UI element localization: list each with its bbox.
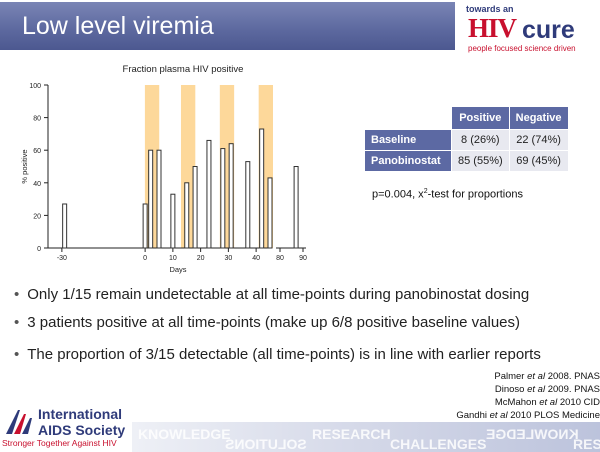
ias-logo: International AIDS Society Stronger Toge… xyxy=(2,404,132,450)
cell-baseline-positive: 8 (26%) xyxy=(451,129,510,151)
reference-source: 2008. PNAS xyxy=(545,371,600,382)
strip-word: KNOWLEDGE xyxy=(486,426,579,442)
chart-title: Fraction plasma HIV positive xyxy=(123,64,244,75)
reference-etal: et al xyxy=(489,410,508,421)
reference-item: Palmer et al 2008. PNAS xyxy=(456,370,600,383)
strip-word: RESEARCH xyxy=(312,426,391,442)
data-bar xyxy=(192,166,198,249)
x-tick-label: 20 xyxy=(197,255,205,262)
y-tick-label: 20 xyxy=(33,213,41,220)
ias-mark-icon xyxy=(6,410,32,434)
ias-tagline: Stronger Together Against HIV xyxy=(2,438,117,448)
data-bar xyxy=(220,148,226,249)
cell-panobinostat-positive: 85 (55%) xyxy=(451,150,510,172)
bullet-dot-icon: • xyxy=(14,346,20,363)
reference-author: McMahon xyxy=(494,397,540,408)
row-label-panobinostat: Panobinostat xyxy=(364,150,452,172)
bullet-text: 3 patients positive at all time-points (… xyxy=(27,314,521,331)
table-corner xyxy=(364,106,452,130)
x-tick-label: 0 xyxy=(143,255,147,262)
reference-source: 2010 CID xyxy=(557,397,600,408)
data-bar xyxy=(62,203,68,249)
ias-name-line1: International xyxy=(38,406,123,422)
x-tick-label: 10 xyxy=(169,255,177,262)
data-bar xyxy=(228,143,234,249)
data-bar xyxy=(170,193,176,249)
table-header-row: Positive Negative xyxy=(364,106,569,130)
x-tick-label: -30 xyxy=(57,255,67,262)
column-header-positive: Positive xyxy=(451,106,510,130)
cell-baseline-negative: 22 (74%) xyxy=(508,129,569,151)
table-row: Panobinostat 85 (55%) 69 (45%) xyxy=(364,150,569,172)
reference-author: Gandhi xyxy=(456,410,490,421)
data-bar xyxy=(148,149,154,249)
x-tick-label: 80 xyxy=(276,255,284,262)
y-axis-label: % positive xyxy=(20,149,29,183)
reference-source: 2009. PNAS xyxy=(545,384,600,395)
x-tick-label: 40 xyxy=(252,255,260,262)
towards-hiv-cure-logo: towards an HIV cure people focused scien… xyxy=(466,4,594,54)
x-tick-label: 30 xyxy=(224,255,232,262)
logo-hiv-text: HIV xyxy=(468,13,517,43)
fraction-positive-chart: Fraction plasma HIV positive020406080100… xyxy=(20,64,307,274)
y-tick-label: 40 xyxy=(33,181,41,188)
logo-cure-text: cure xyxy=(522,16,575,44)
y-tick-label: 60 xyxy=(33,148,41,155)
reference-item: Gandhi et al 2010 PLOS Medicine xyxy=(456,409,600,422)
proportions-table: Positive Negative Baseline 8 (26%) 22 (7… xyxy=(364,106,569,172)
strip-word: KNOWLEDGE xyxy=(138,426,231,442)
cell-panobinostat-negative: 69 (45%) xyxy=(508,150,569,172)
reference-item: McMahon et al 2010 CID xyxy=(456,396,600,409)
x-tick-label: 90 xyxy=(299,255,307,262)
chi-square-superscript: 2 xyxy=(423,188,428,195)
table-row: Baseline 8 (26%) 22 (74%) xyxy=(364,129,569,151)
row-label-baseline: Baseline xyxy=(364,129,452,151)
data-bar xyxy=(267,177,273,249)
strip-word: CHALLENGES xyxy=(390,436,487,452)
footer-word-strip: KNOWLEDGE SOLUTIONS RESEARCH CHALLENGES KNOW… xyxy=(132,422,600,452)
reference-author: Dinoso xyxy=(494,384,528,395)
y-tick-label: 80 xyxy=(33,116,41,123)
bullet-text: Only 1/15 remain undetectable at all tim… xyxy=(27,286,530,303)
y-tick-label: 100 xyxy=(29,83,41,90)
bullet-item: • The proportion of 3/15 detectable (all … xyxy=(14,346,541,363)
reference-author: Palmer xyxy=(494,371,528,382)
reference-etal: et al xyxy=(527,384,546,395)
data-bar xyxy=(142,203,148,249)
column-header-negative: Negative xyxy=(508,106,569,130)
strip-word: RESEARCH xyxy=(573,436,600,452)
reference-item: Dinoso et al 2009. PNAS xyxy=(456,383,600,396)
bullet-item: • Only 1/15 remain undetectable at all ti… xyxy=(14,286,529,303)
slide-header: Low level viremia towards an HIV cure pe… xyxy=(0,0,600,56)
p-value-suffix: -test for proportions xyxy=(427,188,523,201)
logo-tagline: people focused science driven xyxy=(468,44,576,53)
x-axis-label: Days xyxy=(169,265,186,274)
ias-name-line2: AIDS Society xyxy=(38,422,126,438)
bullet-item: • 3 patients positive at all time-points … xyxy=(14,314,520,331)
data-bar xyxy=(206,139,212,249)
references: Palmer et al 2008. PNAS Dinoso et al 200… xyxy=(456,370,600,422)
data-bar xyxy=(245,161,251,249)
bullet-dot-icon: • xyxy=(14,286,20,303)
data-bar xyxy=(293,166,299,249)
title-bar: Low level viremia xyxy=(0,2,455,50)
data-bar xyxy=(184,182,190,249)
p-value-note: p=0.004, x2-test for proportions xyxy=(372,188,523,201)
bullet-text: The proportion of 3/15 detectable (all t… xyxy=(27,346,541,363)
data-bar xyxy=(156,149,162,249)
reference-etal: et al xyxy=(527,371,546,382)
logo-small-text: towards an xyxy=(466,4,514,14)
strip-word: SOLUTIONS xyxy=(225,436,307,452)
y-tick-label: 0 xyxy=(37,246,41,253)
slide-title: Low level viremia xyxy=(22,12,214,40)
reference-source: 2010 PLOS Medicine xyxy=(507,410,600,421)
reference-etal: et al xyxy=(539,397,558,408)
bullet-dot-icon: • xyxy=(14,314,20,331)
p-value-prefix: p=0.004, x xyxy=(372,188,424,201)
data-bar xyxy=(259,128,265,249)
